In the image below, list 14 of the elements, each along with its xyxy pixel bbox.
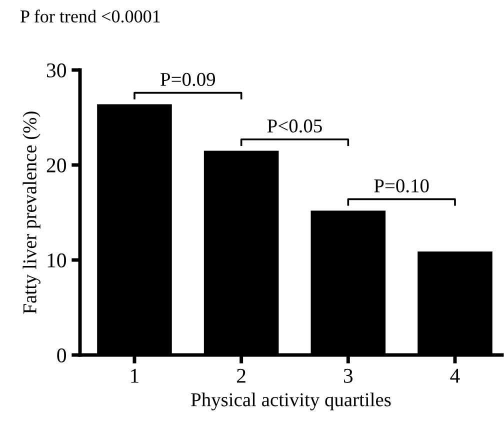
y-tick-label: 20	[46, 158, 66, 172]
y-axis-title: Fatty liver prevalence (%)	[22, 112, 40, 314]
annotation: P=0.09	[160, 72, 216, 86]
x-tick-label: 3	[344, 368, 353, 383]
y-tick-label: 0	[57, 348, 66, 362]
text: P for trend <0.0001	[20, 10, 160, 23]
x-tick-label: 1	[131, 368, 138, 383]
x-axis-title: Physical activity quartiles	[191, 392, 391, 410]
y-tick-label: 30	[46, 63, 66, 78]
x-tick-label: 4	[450, 368, 460, 383]
annotation: P<0.05	[267, 119, 322, 133]
x-tick-label: 2	[237, 368, 246, 383]
y-tick-label: 10	[48, 253, 66, 268]
annotation: P=0.10	[374, 179, 429, 192]
